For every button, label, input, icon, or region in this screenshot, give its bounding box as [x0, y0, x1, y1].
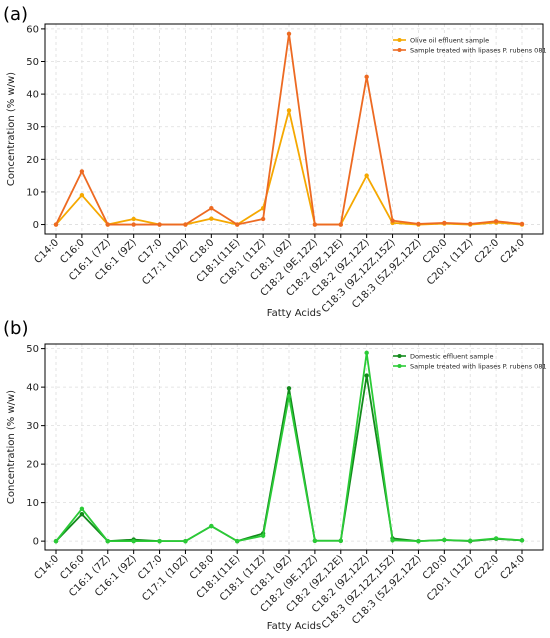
data-point: [364, 173, 369, 178]
series-2: [53, 31, 525, 227]
data-point: [79, 506, 85, 511]
data-point: [235, 538, 240, 544]
data-point: [183, 222, 188, 227]
y-tick-label: 10: [26, 498, 39, 509]
x-tick-label: C22:0: [473, 237, 502, 266]
data-point: [209, 206, 214, 211]
y-tick-label: 20: [26, 460, 39, 471]
data-point: [286, 394, 292, 399]
x-tick-label: C20:1 (11Z): [425, 237, 475, 287]
series-2: [53, 350, 525, 544]
data-point: [312, 222, 318, 227]
legend-swatch-marker: [397, 48, 402, 52]
data-point: [209, 216, 214, 221]
data-point: [519, 538, 525, 543]
y-tick-label: 10: [26, 187, 39, 198]
data-point: [442, 537, 447, 543]
data-point: [105, 222, 110, 227]
data-point: [105, 538, 110, 544]
y-axis-title: Concentration (% w/w): [6, 390, 17, 504]
data-point: [442, 220, 447, 226]
data-point: [493, 536, 499, 541]
data-point: [260, 533, 266, 538]
x-tick-label: C17:1 (10Z): [140, 237, 190, 287]
data-point: [364, 373, 369, 378]
data-point: [338, 538, 343, 543]
data-point: [209, 523, 214, 529]
y-tick-label: 30: [26, 122, 39, 133]
y-tick-label: 0: [33, 537, 39, 548]
data-point: [286, 108, 292, 113]
y-tick-label: 40: [26, 383, 39, 394]
data-point: [338, 222, 343, 227]
y-tick-label: 20: [26, 155, 39, 166]
panel-label: (a): [3, 4, 28, 25]
data-point: [468, 538, 473, 543]
x-tick-label: C22:0: [473, 553, 502, 582]
y-tick-label: 50: [26, 344, 39, 355]
data-point: [390, 218, 395, 223]
x-tick-label: C20:1 (11Z): [425, 553, 475, 603]
panel-label: (b): [3, 318, 28, 339]
data-point: [312, 538, 318, 543]
legend: Domestic effluent sample Sample treated w…: [393, 352, 547, 370]
x-axis-title: Fatty Acids: [267, 621, 321, 632]
data-point: [468, 221, 473, 227]
data-point: [79, 511, 85, 517]
y-tick-label: 40: [26, 90, 39, 101]
plot-frame: [44, 23, 544, 235]
y-axis-title: Concentration (% w/w): [6, 72, 17, 186]
y-tick-label: 50: [26, 57, 39, 68]
x-tick-label: C24:0: [499, 553, 528, 582]
data-point: [53, 538, 59, 544]
legend-label: Olive oil effluent sample: [410, 36, 489, 44]
data-point: [519, 221, 525, 227]
legend-swatch-marker: [397, 364, 402, 368]
data-point: [493, 219, 499, 224]
data-point: [260, 216, 266, 222]
y-tick-label: 30: [26, 421, 39, 432]
data-point: [286, 386, 292, 391]
gridlines: [45, 24, 543, 234]
legend-swatch-marker: [397, 38, 402, 42]
data-point: [286, 31, 292, 36]
data-point: [390, 538, 395, 543]
legend-label: Sample treated with lipases P. rubens 08…: [410, 46, 547, 54]
data-point: [416, 221, 421, 227]
data-point: [79, 192, 85, 198]
data-point: [157, 538, 162, 544]
series-1: [53, 108, 525, 227]
y-tick-label: 0: [33, 220, 39, 231]
data-point: [183, 538, 188, 544]
data-point: [364, 350, 369, 356]
data-point: [53, 222, 59, 227]
data-point: [131, 538, 136, 544]
legend-label: Domestic effluent sample: [410, 352, 493, 360]
data-point: [157, 222, 162, 227]
x-axis-title: Fatty Acids: [267, 308, 321, 319]
data-point: [416, 538, 421, 544]
data-point: [131, 216, 136, 222]
data-point: [364, 74, 369, 80]
data-point: [131, 222, 136, 227]
x-tick-label: C24:0: [499, 237, 528, 266]
data-point: [79, 169, 85, 174]
y-tick-label: 60: [26, 24, 39, 35]
plot-frame: [44, 343, 544, 551]
legend-label: Sample treated with lipases P. rubens 08…: [410, 362, 547, 370]
gridlines: [45, 344, 543, 550]
x-tick-label: C14:0: [33, 553, 62, 582]
legend-swatch-marker: [397, 354, 402, 358]
x-tick-label: C17:1 (10Z): [140, 553, 190, 603]
legend: Olive oil effluent sample Sample treated …: [393, 36, 547, 54]
x-tick-label: C14:0: [33, 237, 62, 266]
data-point: [235, 222, 240, 227]
